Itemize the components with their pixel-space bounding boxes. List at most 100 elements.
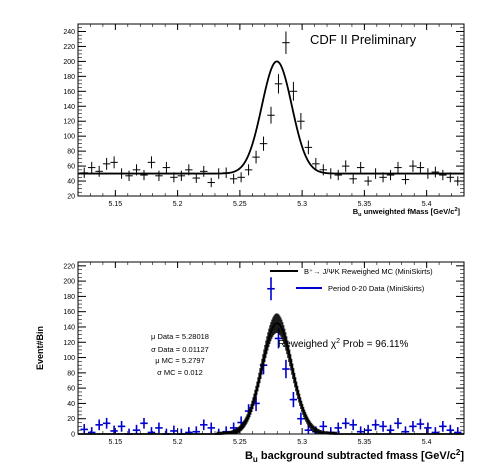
- data-point: [177, 170, 186, 181]
- data-point: [207, 177, 215, 188]
- data-point: [229, 173, 238, 184]
- legend: B⁺→ J/ΨK Reweighed MC (MiniSkirts) Perio…: [270, 267, 433, 293]
- data-point: [319, 421, 328, 432]
- top-data-points: [80, 31, 462, 188]
- data-point: [155, 170, 163, 181]
- y-tick-label: 40: [67, 179, 75, 186]
- data-point: [192, 173, 201, 183]
- y-tick-label: 100: [63, 355, 75, 362]
- data-point: [386, 169, 395, 181]
- data-point: [304, 140, 313, 155]
- x-tick-label: 5.25: [233, 201, 247, 208]
- top-fit-curve: [78, 60, 464, 175]
- data-point: [110, 425, 118, 434]
- data-point: [140, 417, 148, 429]
- data-point: [341, 417, 350, 429]
- data-point: [185, 427, 193, 434]
- data-point: [349, 173, 357, 184]
- y-tick-label: 80: [67, 149, 75, 156]
- x-tick-label: 5.3: [297, 201, 307, 208]
- data-point: [401, 174, 410, 185]
- stat-sigma-data: σ Data = 0.01127: [151, 345, 209, 354]
- y-tick-label: 220: [63, 44, 75, 51]
- y-tick-label: 120: [63, 340, 75, 347]
- data-point: [170, 425, 178, 434]
- data-point: [454, 427, 462, 434]
- x-tick-label: 5.3: [297, 439, 307, 446]
- y-tick-label: 140: [63, 324, 75, 331]
- y-tick-label: 60: [67, 164, 75, 171]
- data-point: [454, 176, 462, 186]
- y-tick-label: 100: [63, 134, 75, 141]
- y-tick-label: 220: [63, 263, 75, 270]
- data-point: [349, 419, 357, 431]
- data-point: [409, 160, 417, 172]
- data-point: [162, 161, 171, 174]
- data-point: [237, 172, 245, 183]
- x-tick-label: 5.15: [109, 439, 123, 446]
- data-point: [259, 136, 268, 151]
- y-tick-label: 120: [63, 119, 75, 126]
- stat-mu-data: μ Data = 5.28018: [151, 332, 209, 341]
- bottom-plot-frame: [77, 261, 465, 435]
- data-point: [95, 419, 103, 431]
- data-point: [140, 169, 148, 181]
- top-title: CDF II Preliminary: [310, 32, 417, 47]
- x-tick-label: 5.2: [173, 201, 183, 208]
- data-point: [80, 424, 88, 434]
- data-point: [424, 422, 432, 434]
- x-tick-label: 5.4: [422, 439, 432, 446]
- x-tick-label: 5.25: [233, 439, 247, 446]
- y-tick-label: 200: [63, 59, 75, 66]
- data-point: [207, 422, 215, 434]
- data-point: [252, 150, 260, 164]
- y-tick-label: 160: [63, 309, 75, 316]
- data-point: [341, 160, 350, 172]
- y-tick-label: 200: [63, 279, 75, 286]
- data-point: [147, 427, 156, 434]
- y-tick-label: 160: [63, 89, 75, 96]
- data-point: [282, 31, 290, 54]
- data-point: [87, 427, 96, 434]
- x-tick-label: 5.35: [358, 439, 372, 446]
- y-tick-label: 140: [63, 104, 75, 111]
- data-point: [431, 427, 440, 434]
- y-tick-label: 240: [63, 29, 75, 36]
- data-point: [364, 176, 372, 186]
- data-point: [102, 157, 111, 170]
- y-tick-label: 40: [67, 401, 75, 408]
- data-point: [371, 419, 380, 431]
- data-point: [334, 422, 342, 434]
- data-point: [117, 421, 126, 432]
- data-point: [192, 426, 201, 434]
- bottom-mc-band: [216, 313, 338, 434]
- legend-mc-label: B⁺→ J/ΨK Reweighed MC (MiniSkirts): [304, 267, 433, 276]
- bottom-y-ticks: 0 20 40 60 80 100 120 140 160 180 200 220: [63, 261, 464, 439]
- data-point: [147, 156, 156, 169]
- data-point: [379, 421, 387, 432]
- bottom-data-points: [80, 277, 462, 435]
- data-point: [409, 421, 417, 432]
- x-tick-label: 5.4: [422, 201, 432, 208]
- top-panel: 5.15 5.2 5.25 5.3 5.35 5.4 20 40 60 80 100 120 140 1…: [63, 23, 465, 218]
- x-tick-label: 5.35: [358, 201, 372, 208]
- data-point: [356, 426, 365, 434]
- y-tick-label: 180: [63, 294, 75, 301]
- data-point: [267, 277, 275, 301]
- y-tick-label: 180: [63, 74, 75, 81]
- chi2-annotation: Reweighed χ2 Prob = 96.11%: [278, 338, 409, 350]
- stat-mu-mc: μ MC = 5.2797: [155, 356, 205, 365]
- data-point: [356, 161, 365, 174]
- data-point: [274, 74, 283, 94]
- y-tick-label: 20: [67, 194, 75, 201]
- y-tick-label: 80: [67, 370, 75, 377]
- top-y-ticks: 20 40 60 80 100 120 140 160 180 200 220 240: [63, 23, 464, 201]
- fit-stats: μ Data = 5.28018 σ Data = 0.01127 μ MC =…: [151, 332, 209, 377]
- bottom-panel: 5.15 5.2 5.25 5.3 5.35 5.4 0 20 40 60 80 100 120 140…: [35, 261, 465, 464]
- legend-data-label: Period 0-20 Data (MiniSkirts): [328, 284, 425, 293]
- data-point: [312, 157, 320, 170]
- data-point: [439, 421, 447, 432]
- y-tick-label: 0: [71, 432, 75, 439]
- data-point: [282, 359, 290, 379]
